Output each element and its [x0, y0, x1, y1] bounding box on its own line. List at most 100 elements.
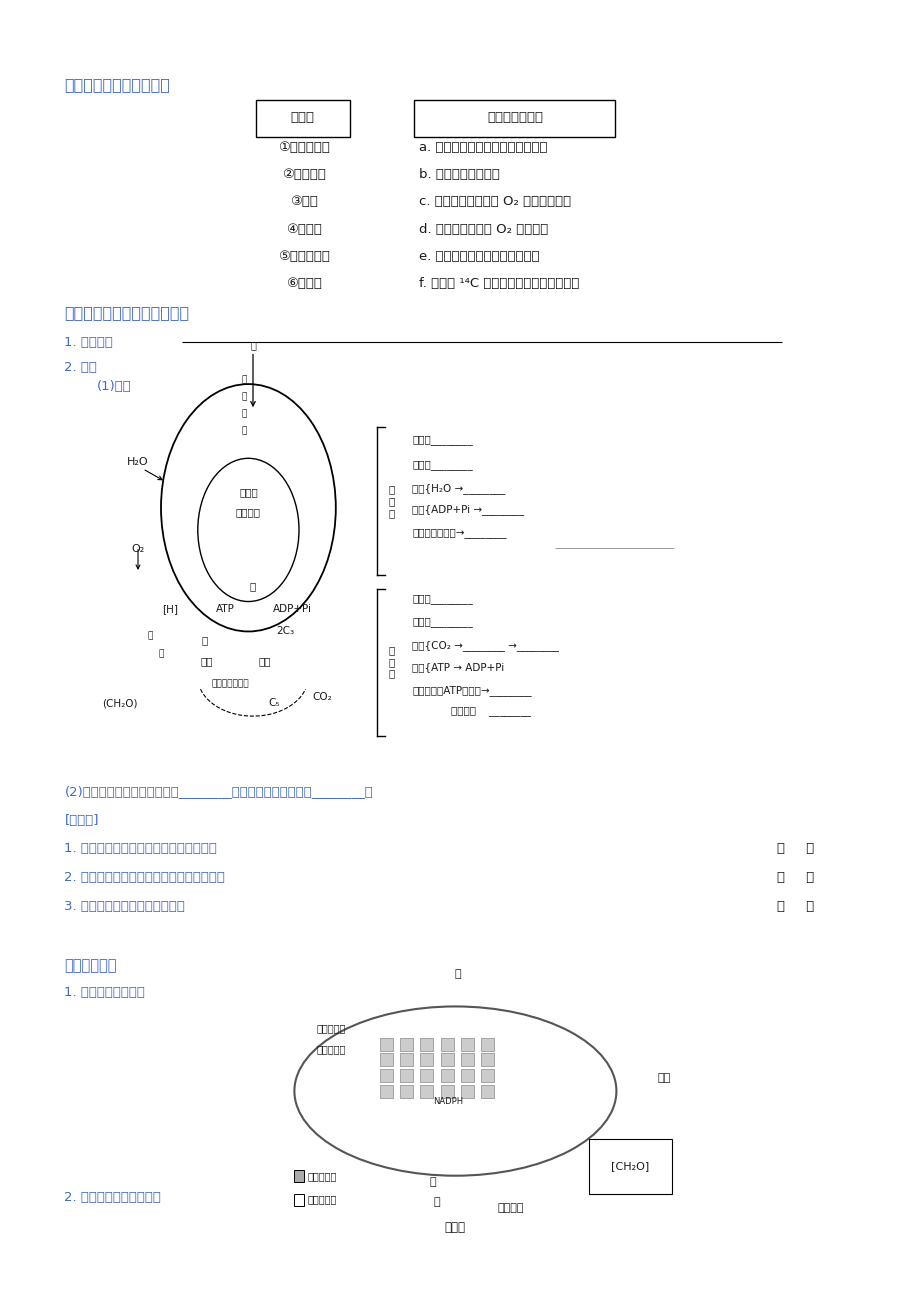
FancyBboxPatch shape	[294, 1170, 303, 1182]
Text: 光反应阶段: 光反应阶段	[307, 1170, 336, 1181]
Text: 1. 叶绳体中的色素主要分布在类囊体腔内: 1. 叶绳体中的色素主要分布在类囊体腔内	[64, 842, 217, 855]
Text: 光
反
应: 光 反 应	[388, 484, 394, 518]
Text: ①普利斯特利: ①普利斯特利	[278, 141, 329, 154]
Text: 2. 光合作用需要的酶只分布在叶绳体基质中: 2. 光合作用需要的酶只分布在叶绳体基质中	[64, 871, 225, 884]
Text: [判一判]: [判一判]	[64, 814, 99, 827]
FancyBboxPatch shape	[481, 1069, 494, 1082]
Text: O₂: O₂	[131, 544, 144, 555]
Text: ⑤鲁宾和卡门: ⑤鲁宾和卡门	[278, 250, 329, 263]
FancyBboxPatch shape	[460, 1069, 473, 1082]
Text: 叶绿体: 叶绿体	[239, 487, 257, 497]
Text: 条件：________: 条件：________	[412, 435, 472, 445]
FancyBboxPatch shape	[420, 1053, 433, 1066]
Text: C₅: C₅	[268, 698, 279, 708]
Text: 二氧化碳: 二氧化碳	[497, 1203, 523, 1213]
Text: 能量变化：光能→________: 能量变化：光能→________	[412, 527, 506, 538]
Text: 3. 叶绳体是光合作用的主要场所: 3. 叶绳体是光合作用的主要场所	[64, 900, 185, 913]
FancyBboxPatch shape	[400, 1069, 413, 1082]
Text: ⑥卡尔文: ⑥卡尔文	[286, 277, 321, 290]
Text: NADPH: NADPH	[433, 1098, 462, 1105]
Text: 变化{ATP → ADP+Pi: 变化{ATP → ADP+Pi	[412, 661, 504, 672]
Text: （     ）: （ ）	[777, 871, 813, 884]
Text: CO₂: CO₂	[312, 691, 332, 702]
Text: [H]: [H]	[162, 604, 178, 615]
Text: f. 暗反应 ¹⁴C 的转移途径（卡尔文循环）: f. 暗反应 ¹⁴C 的转移途径（卡尔文循环）	[418, 277, 578, 290]
Text: 物质{H₂O →________: 物质{H₂O →________	[412, 483, 505, 493]
Text: 2C₃: 2C₃	[276, 626, 294, 637]
Text: 固定: 固定	[258, 656, 271, 667]
Text: [CH₂O]: [CH₂O]	[610, 1161, 649, 1172]
FancyBboxPatch shape	[481, 1038, 494, 1051]
Text: 水: 水	[454, 969, 461, 979]
FancyBboxPatch shape	[380, 1038, 392, 1051]
Text: 每个基粒含: 每个基粒含	[316, 1023, 346, 1034]
Text: 二、光合作用的探索历程: 二、光合作用的探索历程	[64, 77, 170, 92]
Text: 物质{CO₂ →________ →________: 物质{CO₂ →________ →________	[412, 641, 559, 651]
FancyBboxPatch shape	[460, 1085, 473, 1098]
FancyBboxPatch shape	[440, 1085, 453, 1098]
FancyBboxPatch shape	[460, 1038, 473, 1051]
Text: ADP+Pi: ADP+Pi	[273, 604, 312, 615]
Text: ③梅耶: ③梅耶	[289, 195, 317, 208]
Text: d. 光合作用释放的 O₂ 来自于水: d. 光合作用释放的 O₂ 来自于水	[418, 223, 547, 236]
Text: (CH₂O): (CH₂O)	[102, 698, 137, 708]
Text: ②英格豪斯: ②英格豪斯	[281, 168, 325, 181]
Text: (1)区别: (1)区别	[96, 380, 131, 393]
FancyBboxPatch shape	[400, 1053, 413, 1066]
Text: 合: 合	[241, 393, 246, 401]
Text: 中的色素: 中的色素	[235, 506, 261, 517]
FancyBboxPatch shape	[380, 1053, 392, 1066]
Text: 叶绿体: 叶绿体	[445, 1221, 465, 1234]
Text: 能: 能	[158, 650, 164, 658]
Text: 【综合提升】: 【综合提升】	[64, 958, 117, 974]
FancyBboxPatch shape	[481, 1053, 494, 1066]
Text: a. 只有在阳光下，植物才更新空气: a. 只有在阳光下，植物才更新空气	[418, 141, 547, 154]
Text: 场所：________: 场所：________	[412, 617, 472, 628]
FancyBboxPatch shape	[440, 1053, 453, 1066]
Text: 实验结论或观点: 实验结论或观点	[487, 111, 542, 124]
Text: 2. 过程: 2. 过程	[64, 361, 97, 374]
Text: 酶: 酶	[201, 635, 207, 646]
Text: 基质: 基质	[657, 1073, 670, 1083]
Text: 暗
反
应: 暗 反 应	[388, 646, 394, 678]
Text: 变化{ADP+Pi →________: 变化{ADP+Pi →________	[412, 504, 524, 514]
FancyBboxPatch shape	[400, 1038, 413, 1051]
Text: 场所：________: 场所：________	[412, 460, 472, 470]
Text: H₂O: H₂O	[127, 457, 149, 467]
Text: c. 光合作用的产物除 O₂ 外，还有淠粉: c. 光合作用的产物除 O₂ 外，还有淠粉	[418, 195, 570, 208]
Text: ④萨克斯: ④萨克斯	[286, 223, 321, 236]
Text: 2. 光反应和暗反应的关系: 2. 光反应和暗反应的关系	[64, 1191, 161, 1204]
Text: 还原: 还原	[200, 656, 213, 667]
Text: 氧: 氧	[428, 1177, 436, 1187]
Text: 多个类囊体: 多个类囊体	[316, 1044, 346, 1055]
Text: 酶: 酶	[250, 581, 255, 591]
Text: 条件：________: 条件：________	[412, 594, 472, 604]
FancyBboxPatch shape	[460, 1053, 473, 1066]
Text: （     ）: （ ）	[777, 842, 813, 855]
FancyBboxPatch shape	[420, 1038, 433, 1051]
Text: 氢: 氢	[433, 1197, 440, 1207]
Text: e. 光合作用把光能转换为化学能: e. 光合作用把光能转换为化学能	[418, 250, 539, 263]
Text: 光: 光	[241, 376, 246, 384]
FancyBboxPatch shape	[420, 1085, 433, 1098]
Text: ATP: ATP	[216, 604, 234, 615]
Text: 的化学能    ________: 的化学能 ________	[412, 706, 530, 716]
Text: 科学家: 科学家	[290, 111, 314, 124]
Text: 暗反应阶段: 暗反应阶段	[307, 1194, 336, 1204]
FancyBboxPatch shape	[440, 1038, 453, 1051]
FancyBboxPatch shape	[294, 1194, 303, 1206]
FancyBboxPatch shape	[380, 1069, 392, 1082]
Text: 1. 光合作用过程图解: 1. 光合作用过程图解	[64, 986, 145, 999]
Text: 多种酶参加催化: 多种酶参加催化	[211, 680, 248, 687]
FancyBboxPatch shape	[420, 1069, 433, 1082]
Text: 1. 反应式：: 1. 反应式：	[64, 336, 113, 349]
Text: 供: 供	[147, 631, 153, 639]
FancyBboxPatch shape	[255, 100, 349, 137]
FancyBboxPatch shape	[414, 100, 615, 137]
Text: b. 植物可以更新空气: b. 植物可以更新空气	[418, 168, 499, 181]
FancyBboxPatch shape	[400, 1085, 413, 1098]
Text: （     ）: （ ）	[777, 900, 813, 913]
Text: 三、光合作用的反应式及过程: 三、光合作用的反应式及过程	[64, 305, 189, 320]
Text: 素: 素	[241, 427, 246, 435]
Text: 光: 光	[250, 340, 255, 350]
